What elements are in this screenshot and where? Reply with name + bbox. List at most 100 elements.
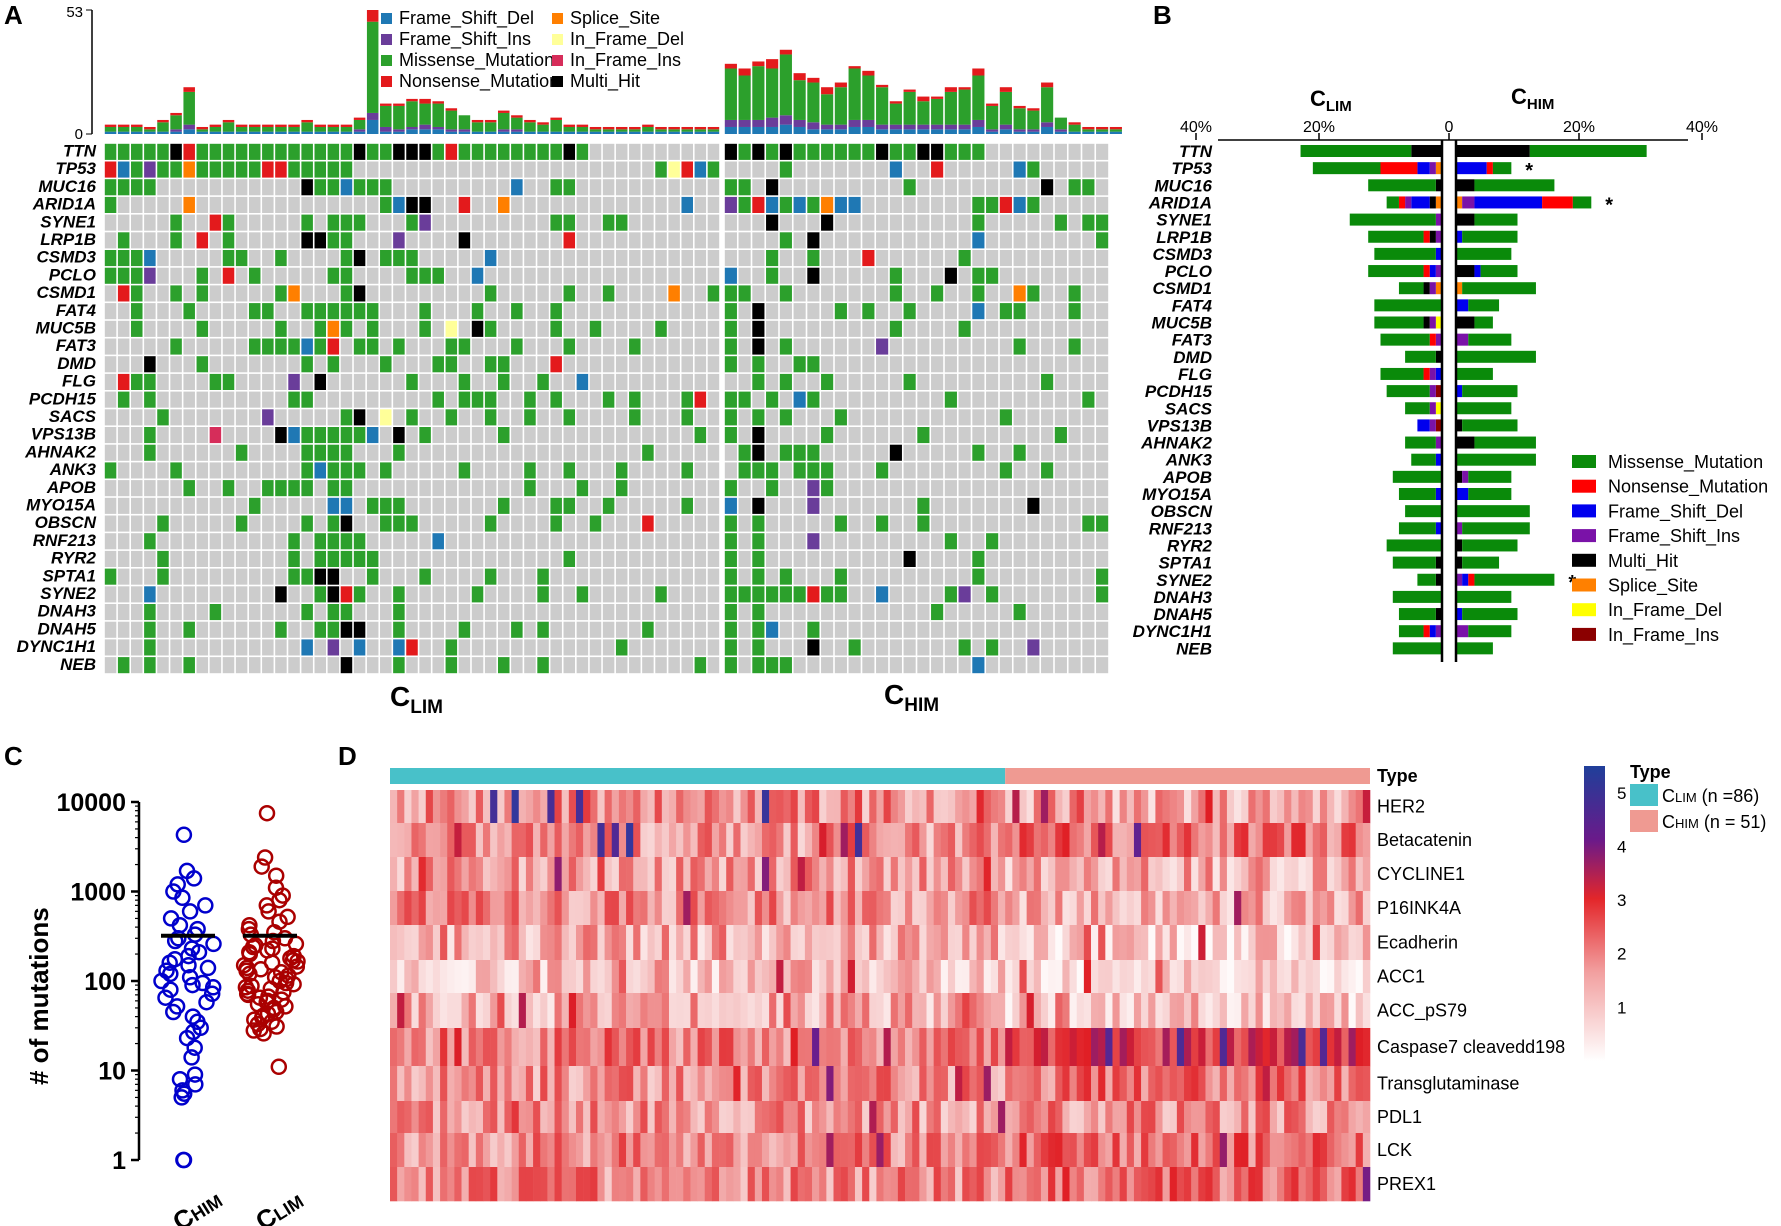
matrix-cell [1068,550,1081,567]
d-cell-transglutaminase [561,1066,570,1102]
d-cell-pdl1 [1176,1101,1185,1134]
d-cell-p16ink4a [504,891,512,926]
matrix-cell [235,338,248,355]
d-cell-betacatenin [404,823,412,858]
d-cell-her2 [733,790,741,824]
d-cell-acc-ps79 [1019,993,1027,1029]
matrix-cell [183,196,195,213]
d-cell-transglutaminase [611,1066,620,1102]
matrix-cell [793,250,806,267]
top-bar-segment [563,131,576,134]
c-point-lim [285,975,302,993]
b-bar-chim-multi-hit [1456,213,1475,226]
matrix-cell [766,621,779,638]
matrix-cell [537,214,549,231]
matrix-cell [353,657,366,674]
d-cell-her2 [1105,790,1113,824]
d-cell-cycline1 [1305,857,1314,892]
matrix-cell [288,391,300,408]
matrix-cell [537,515,549,532]
matrix-cell [642,604,654,621]
matrix-cell [117,232,130,249]
d-cell-ecadherin [783,925,791,961]
matrix-cell [144,267,156,284]
matrix-cell [183,267,195,284]
matrix-cell [366,550,379,567]
d-cell-acc-ps79 [590,993,598,1029]
d-cell-caspase7-cleavedd198 [1062,1028,1070,1067]
d-cell-lck [411,1133,419,1168]
matrix-cell [222,161,235,178]
d-cell-lck [1033,1133,1042,1168]
matrix-cell [738,161,751,178]
matrix-cell [1096,639,1109,656]
matrix-cell [314,550,327,567]
matrix-cell [876,409,889,426]
d-cell-p16ink4a [1277,891,1285,926]
d-cell-transglutaminase [1319,1066,1328,1102]
d-cell-transglutaminase [661,1066,670,1102]
d-cell-prex1 [1033,1167,1042,1202]
matrix-cell [779,179,792,196]
d-cell-caspase7-cleavedd198 [1212,1028,1221,1067]
d-cell-pdl1 [826,1101,834,1134]
matrix-cell [931,480,944,497]
d-row-label-her2: HER2 [1377,797,1425,817]
d-cell-betacatenin [1291,823,1299,858]
matrix-cell [999,356,1012,373]
d-cell-acc1 [797,960,806,994]
d-cell-pdl1 [390,1101,398,1134]
d-cell-betacatenin [554,823,562,858]
matrix-cell [366,250,379,267]
top-bar-segment [724,68,737,120]
matrix-cell [380,639,392,656]
matrix-cell [1096,196,1109,213]
matrix-cell [1082,250,1095,267]
matrix-cell [752,373,765,390]
matrix-cell [694,533,707,550]
matrix-cell [615,515,628,532]
matrix-cell [275,657,287,674]
matrix-cell [235,373,248,390]
d-cell-pdl1 [1269,1101,1278,1134]
d-cell-cycline1 [1191,857,1199,892]
panel-d-annotation-label: Type [1377,766,1418,786]
d-cell-transglutaminase [719,1066,727,1102]
matrix-cell [862,657,875,674]
matrix-cell [903,550,916,567]
d-cell-lck [1055,1133,1063,1168]
matrix-cell [471,568,484,585]
matrix-cell [497,303,510,320]
d-cell-p16ink4a [1019,891,1027,926]
matrix-cell [262,250,274,267]
d-cell-betacatenin [411,823,419,858]
gene-label-myo15a: MYO15A [26,496,96,515]
matrix-cell [752,462,765,479]
matrix-cell [834,497,847,514]
matrix-cell [1082,515,1095,532]
matrix-cell [707,497,720,514]
matrix-cell [807,462,820,479]
matrix-cell [999,232,1012,249]
d-cell-her2 [1334,790,1342,824]
d-cell-ecadherin [575,925,584,961]
matrix-cell [931,161,944,178]
matrix-cell [432,179,444,196]
top-bar-segment [668,131,680,134]
matrix-cell [196,161,209,178]
matrix-cell [793,391,806,408]
matrix-cell [445,356,458,373]
matrix-cell [314,657,327,674]
d-cell-ecadherin [1191,925,1199,961]
d-cell-ecadherin [518,925,527,961]
top-bar-segment [170,129,182,132]
d-cell-her2 [668,790,677,824]
d-cell-prex1 [847,1167,856,1202]
matrix-cell [497,285,510,302]
d-cell-acc1 [1112,960,1120,994]
matrix-cell [807,303,820,320]
matrix-cell [563,267,576,284]
d-cell-betacatenin [454,823,462,858]
d-cell-ecadherin [1298,925,1306,961]
matrix-cell [889,232,902,249]
